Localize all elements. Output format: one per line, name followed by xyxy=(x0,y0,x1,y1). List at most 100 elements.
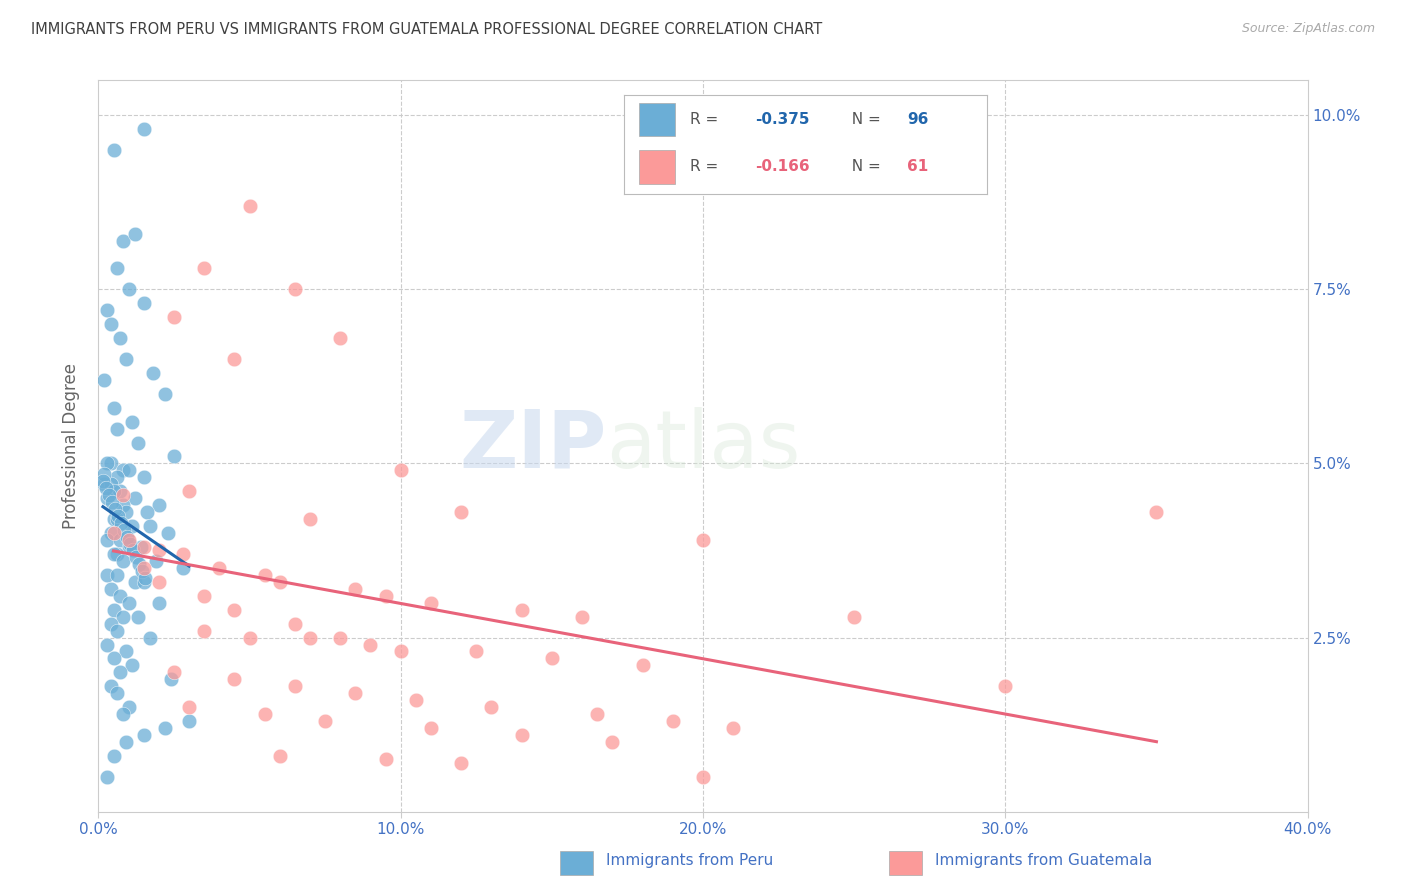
Point xyxy=(124,227,146,241)
Point xyxy=(127,435,149,450)
Point xyxy=(103,512,125,526)
Point xyxy=(93,467,115,481)
Point xyxy=(105,261,128,276)
Bar xyxy=(560,851,593,875)
Point xyxy=(96,533,118,547)
Point xyxy=(844,609,866,624)
Point xyxy=(132,540,155,554)
Point xyxy=(153,721,176,735)
Point xyxy=(96,770,118,784)
Point xyxy=(108,484,131,499)
Point xyxy=(96,638,118,652)
Point xyxy=(100,457,122,471)
Point xyxy=(111,707,134,722)
Point xyxy=(122,543,145,558)
Point xyxy=(105,470,128,484)
Point xyxy=(108,331,131,345)
Bar xyxy=(889,851,922,875)
Point xyxy=(163,665,186,680)
Point xyxy=(96,491,118,506)
Point xyxy=(98,488,121,502)
Point xyxy=(374,589,396,603)
Point xyxy=(114,505,136,519)
Point xyxy=(118,463,141,477)
Point xyxy=(193,261,215,276)
Point xyxy=(420,596,443,610)
Point xyxy=(510,728,533,742)
Point xyxy=(118,540,141,554)
Point xyxy=(105,421,128,435)
Point xyxy=(121,658,143,673)
Point xyxy=(103,547,125,561)
Point xyxy=(101,494,124,508)
Point xyxy=(132,470,155,484)
Point xyxy=(239,199,262,213)
Point xyxy=(105,624,128,638)
Point xyxy=(481,700,503,714)
Point xyxy=(108,589,131,603)
Point xyxy=(299,631,322,645)
Point xyxy=(692,770,714,784)
Point xyxy=(100,616,122,631)
Point xyxy=(103,401,125,415)
Point xyxy=(118,282,141,296)
Point xyxy=(132,574,155,589)
Point xyxy=(360,638,382,652)
Point xyxy=(148,574,170,589)
Point xyxy=(111,234,134,248)
Point xyxy=(224,673,246,687)
Point xyxy=(104,501,127,516)
Point xyxy=(510,603,533,617)
Text: ZIP: ZIP xyxy=(458,407,606,485)
Point xyxy=(120,536,142,550)
Point xyxy=(224,351,246,366)
Point xyxy=(172,547,194,561)
Point xyxy=(103,484,125,499)
Point xyxy=(374,752,396,766)
Point xyxy=(465,644,488,658)
Text: Immigrants from Guatemala: Immigrants from Guatemala xyxy=(935,854,1153,868)
Point xyxy=(163,310,186,325)
Point xyxy=(107,508,129,523)
Point xyxy=(389,463,412,477)
Point xyxy=(128,558,150,572)
Point xyxy=(118,533,141,547)
Point xyxy=(105,686,128,700)
Point xyxy=(105,547,128,561)
Point xyxy=(132,296,155,310)
Point xyxy=(121,519,143,533)
Point xyxy=(344,686,367,700)
Point xyxy=(148,596,170,610)
Point xyxy=(172,561,194,575)
Point xyxy=(540,651,562,665)
Point xyxy=(148,543,170,558)
Point xyxy=(100,679,122,693)
Point xyxy=(420,721,443,735)
Point xyxy=(125,550,148,565)
Point xyxy=(112,523,135,537)
Point xyxy=(111,554,134,568)
Point xyxy=(193,589,215,603)
Point xyxy=(134,571,156,585)
Point xyxy=(127,609,149,624)
Point xyxy=(193,624,215,638)
Point xyxy=(105,512,128,526)
Point xyxy=(118,596,141,610)
Point xyxy=(179,700,201,714)
Point xyxy=(111,498,134,512)
Point xyxy=(100,477,122,491)
Point xyxy=(132,122,155,136)
Point xyxy=(1146,505,1168,519)
Point xyxy=(571,609,593,624)
Point xyxy=(111,609,134,624)
Point xyxy=(145,554,167,568)
Point xyxy=(121,415,143,429)
Point xyxy=(115,530,138,544)
Point xyxy=(108,533,131,547)
Point xyxy=(132,561,155,575)
Point xyxy=(405,693,427,707)
Point xyxy=(100,526,122,541)
Point xyxy=(329,331,352,345)
Point xyxy=(450,756,472,770)
Point xyxy=(111,463,134,477)
